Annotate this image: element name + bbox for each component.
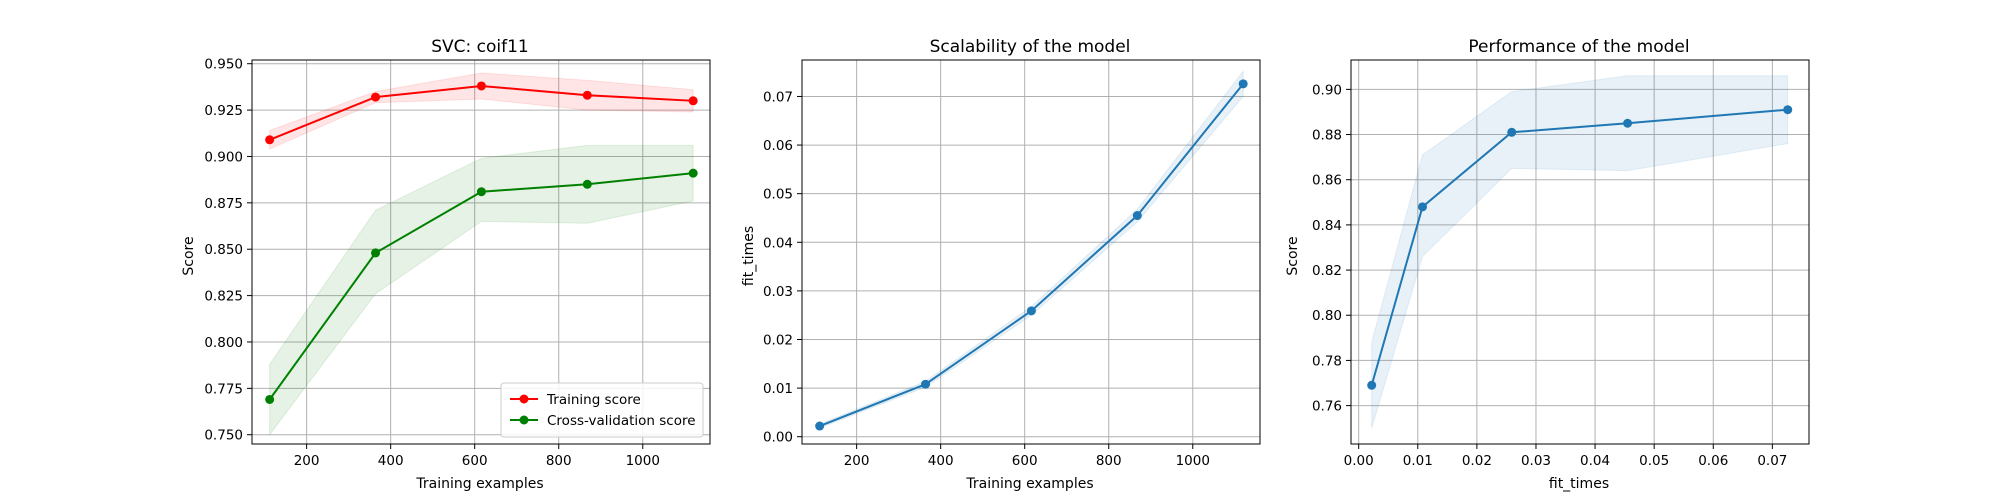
x-tick-label: 800 [546,453,572,469]
series-1-std-band [269,144,694,437]
series-0-point [1367,380,1377,390]
x-tick-label: 0.06 [1698,453,1728,469]
legend-entry-label: Cross-validation score [547,413,696,429]
y-tick-label: 0.825 [204,289,243,305]
y-tick-label: 0.04 [763,235,793,251]
legend-box [500,382,704,438]
x-tick-label: 0.00 [1344,453,1374,469]
series-1-point [688,168,698,178]
series-0-point [1783,105,1793,115]
y-axis-label: fit_times [741,226,757,286]
series-0-point [265,135,275,145]
y-tick-label: 0.00 [763,430,793,446]
series-1-point [371,248,381,258]
x-axis-label: fit_times [1549,476,1609,492]
x-tick-label: 400 [378,453,404,469]
y-tick-label: 0.80 [1312,308,1342,324]
x-tick-label: 0.03 [1521,453,1551,469]
y-tick-label: 0.86 [1312,173,1342,189]
y-axis-label: Score [1285,236,1301,275]
y-tick-label: 0.925 [204,103,243,119]
x-tick-label: 0.04 [1580,453,1610,469]
x-tick-label: 0.02 [1462,453,1492,469]
y-tick-label: 0.750 [204,428,243,444]
x-tick-label: 600 [1012,453,1038,469]
series-0-std-band [1371,75,1789,429]
series-0-point [1238,79,1248,89]
series-0-point [582,90,592,100]
y-tick-label: 0.78 [1312,353,1342,369]
chart-panel-performance: Performance of the model fit_times Score… [1285,37,1810,492]
series-0-point [476,81,486,91]
y-tick-label: 0.03 [763,284,793,300]
y-tick-label: 0.01 [763,381,793,397]
y-tick-label: 0.950 [204,57,243,73]
y-tick-label: 0.84 [1312,218,1342,234]
axes-frame [801,59,1261,445]
x-tick-label: 200 [844,453,870,469]
series-0-point [688,96,698,106]
axes-frame [251,59,711,445]
y-tick-label: 0.05 [763,187,793,203]
series-0-point [921,379,931,389]
x-axis-label: Training examples [965,476,1093,492]
legend: Training score Cross-validation score [500,382,704,438]
x-tick-label: 1000 [626,453,660,469]
series-0-point [815,421,825,431]
chart-title: Performance of the model [1468,37,1689,57]
x-tick-label: 800 [1096,453,1122,469]
y-axis-label: Score [181,236,197,275]
legend-entry-label: Training score [546,392,641,408]
x-tick-label: 200 [294,453,320,469]
axes-frame [1350,59,1810,445]
series-0-line [819,83,1244,427]
y-tick-label: 0.875 [204,196,243,212]
legend-swatch-marker [519,394,529,404]
series-0-point [1507,127,1517,137]
series-1-point [582,179,592,189]
series-1-point [265,394,275,404]
y-tick-label: 0.82 [1312,263,1342,279]
y-tick-label: 0.850 [204,242,243,258]
y-tick-label: 0.900 [204,149,243,165]
y-tick-label: 0.88 [1312,128,1342,144]
y-tick-label: 0.800 [204,335,243,351]
y-tick-label: 0.775 [204,381,243,397]
series-0-point [1026,306,1036,316]
y-tick-label: 0.06 [763,138,793,154]
x-tick-label: 400 [928,453,954,469]
plot-area: 0.00 0.01 0.02 0.03 0.04 0.05 0.06 0.07 0.76 0.78… [1312,59,1810,469]
legend-swatch-marker [519,415,529,425]
x-tick-label: 1000 [1176,453,1210,469]
chart-title: Scalability of the model [930,37,1131,57]
series-0-point [1132,211,1142,221]
x-tick-label: 0.05 [1639,453,1669,469]
x-axis-label: Training examples [415,476,543,492]
series-0-std-band [819,69,1244,429]
plot-area: 200 400 600 800 1000 0.750 0.775 0.800 0.825 0.85… [204,57,711,469]
y-tick-label: 0.07 [763,89,793,105]
y-tick-label: 0.76 [1312,399,1342,415]
series-1-point [476,187,486,197]
x-tick-label: 0.07 [1757,453,1787,469]
chart-panel-scalability: Scalability of the model Training exampl… [741,37,1261,492]
x-tick-label: 600 [462,453,488,469]
chart-title: SVC: coif11 [431,37,529,57]
y-tick-label: 0.90 [1312,82,1342,98]
series-0-point [1418,202,1428,212]
series-0-point [371,92,381,102]
chart-panel-svc-coif11: SVC: coif11 Training examples Score 200 4… [181,37,711,492]
series-0-point [1623,118,1633,128]
plot-area: 200 400 600 800 1000 0.00 0.01 0.02 0.03 0.04 0.05… [763,59,1261,469]
y-tick-label: 0.02 [763,332,793,348]
x-tick-label: 0.01 [1403,453,1433,469]
